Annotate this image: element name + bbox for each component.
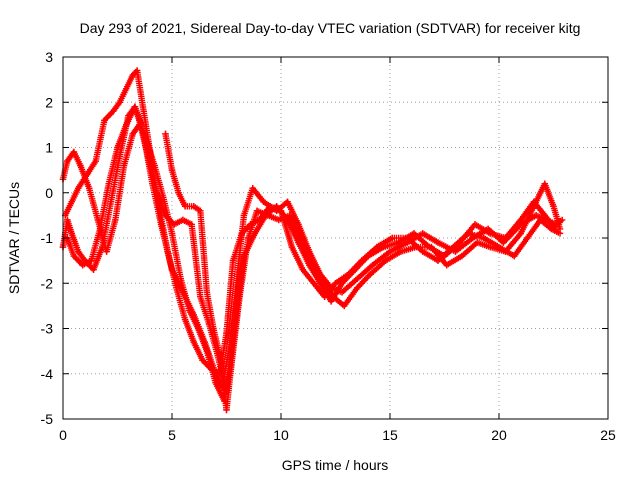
y-tick-label: 2 — [45, 94, 53, 110]
series-4 — [162, 130, 248, 414]
y-tick-label: 0 — [45, 185, 53, 201]
y-tick-label: -3 — [41, 321, 54, 337]
y-tick-label: 1 — [45, 140, 53, 156]
y-tick-label: -1 — [41, 230, 54, 246]
x-tick-label: 20 — [491, 427, 507, 443]
y-tick-label: -2 — [41, 275, 54, 291]
y-tick-label: -4 — [41, 366, 54, 382]
data-points — [59, 67, 566, 414]
y-tick-label: -5 — [41, 411, 54, 427]
chart-title: Day 293 of 2021, Sidereal Day-to-day VTE… — [80, 20, 581, 36]
x-tick-label: 25 — [600, 427, 616, 443]
y-tick-label: 3 — [45, 49, 53, 65]
x-tick-label: 0 — [59, 427, 67, 443]
y-axis-label: SDTVAR / TECUs — [6, 182, 22, 294]
x-tick-label: 15 — [382, 427, 398, 443]
x-axis-label: GPS time / hours — [282, 457, 389, 473]
point-cloud — [162, 130, 247, 414]
x-tick-label: 10 — [273, 427, 289, 443]
x-tick-label: 5 — [168, 427, 176, 443]
